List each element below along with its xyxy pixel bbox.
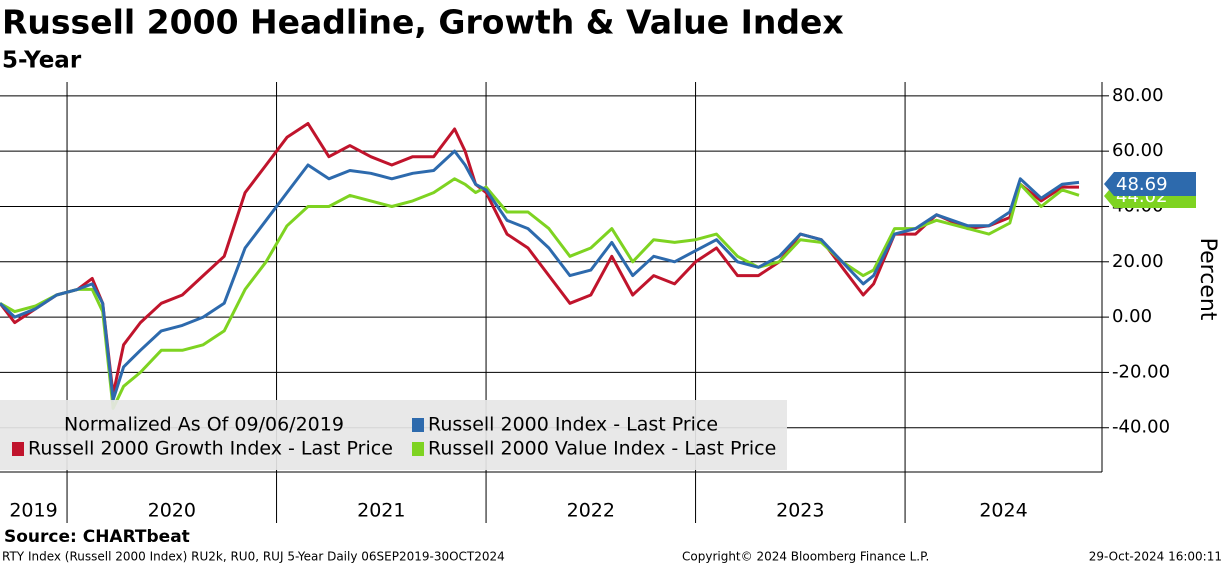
x-tick-label: 2020 — [148, 500, 196, 522]
y-tick-label: -40.00 — [1112, 417, 1170, 438]
series-line — [0, 177, 1080, 410]
y-tick-label: 0.00 — [1112, 306, 1152, 327]
x-tick-label: 2024 — [979, 500, 1027, 522]
x-tick-label: 2022 — [567, 500, 615, 522]
y-tick-label: 20.00 — [1112, 251, 1164, 272]
legend-label: Russell 2000 Growth Index - Last Price — [28, 438, 393, 460]
source: Source: CHARTbeat — [4, 527, 190, 547]
legend-swatch — [412, 442, 424, 456]
footer-center: Copyright© 2024 Bloomberg Finance L.P. — [682, 550, 929, 564]
legend-swatch — [12, 442, 24, 456]
legend-title: Normalized As Of 09/06/2019 — [64, 414, 344, 436]
x-tick-label: 2019 — [9, 500, 57, 522]
legend-label: Russell 2000 Value Index - Last Price — [428, 438, 776, 460]
legend-box — [0, 400, 787, 470]
last-value-label: 48.69 — [1116, 174, 1168, 195]
x-tick-label: 2023 — [776, 500, 824, 522]
y-axis-label: Percent — [1195, 238, 1220, 321]
x-tick-label: 2021 — [357, 500, 405, 522]
chart-title: Russell 2000 Headline, Growth & Value In… — [2, 3, 844, 42]
footer-right: 29-Oct-2024 16:00:11 — [1089, 550, 1222, 564]
legend-swatch — [412, 418, 424, 432]
y-tick-label: 60.00 — [1112, 140, 1164, 161]
chart-subtitle: 5-Year — [2, 48, 82, 74]
series-line — [0, 149, 1080, 402]
series-line — [0, 122, 1079, 397]
legend-label: Russell 2000 Index - Last Price — [428, 414, 718, 436]
y-tick-label: -20.00 — [1112, 361, 1170, 382]
footer-left: RTY Index (Russell 2000 Index) RU2k, RU0… — [2, 550, 505, 564]
y-tick-label: 80.00 — [1112, 85, 1164, 106]
last-value-tag — [1104, 172, 1196, 196]
